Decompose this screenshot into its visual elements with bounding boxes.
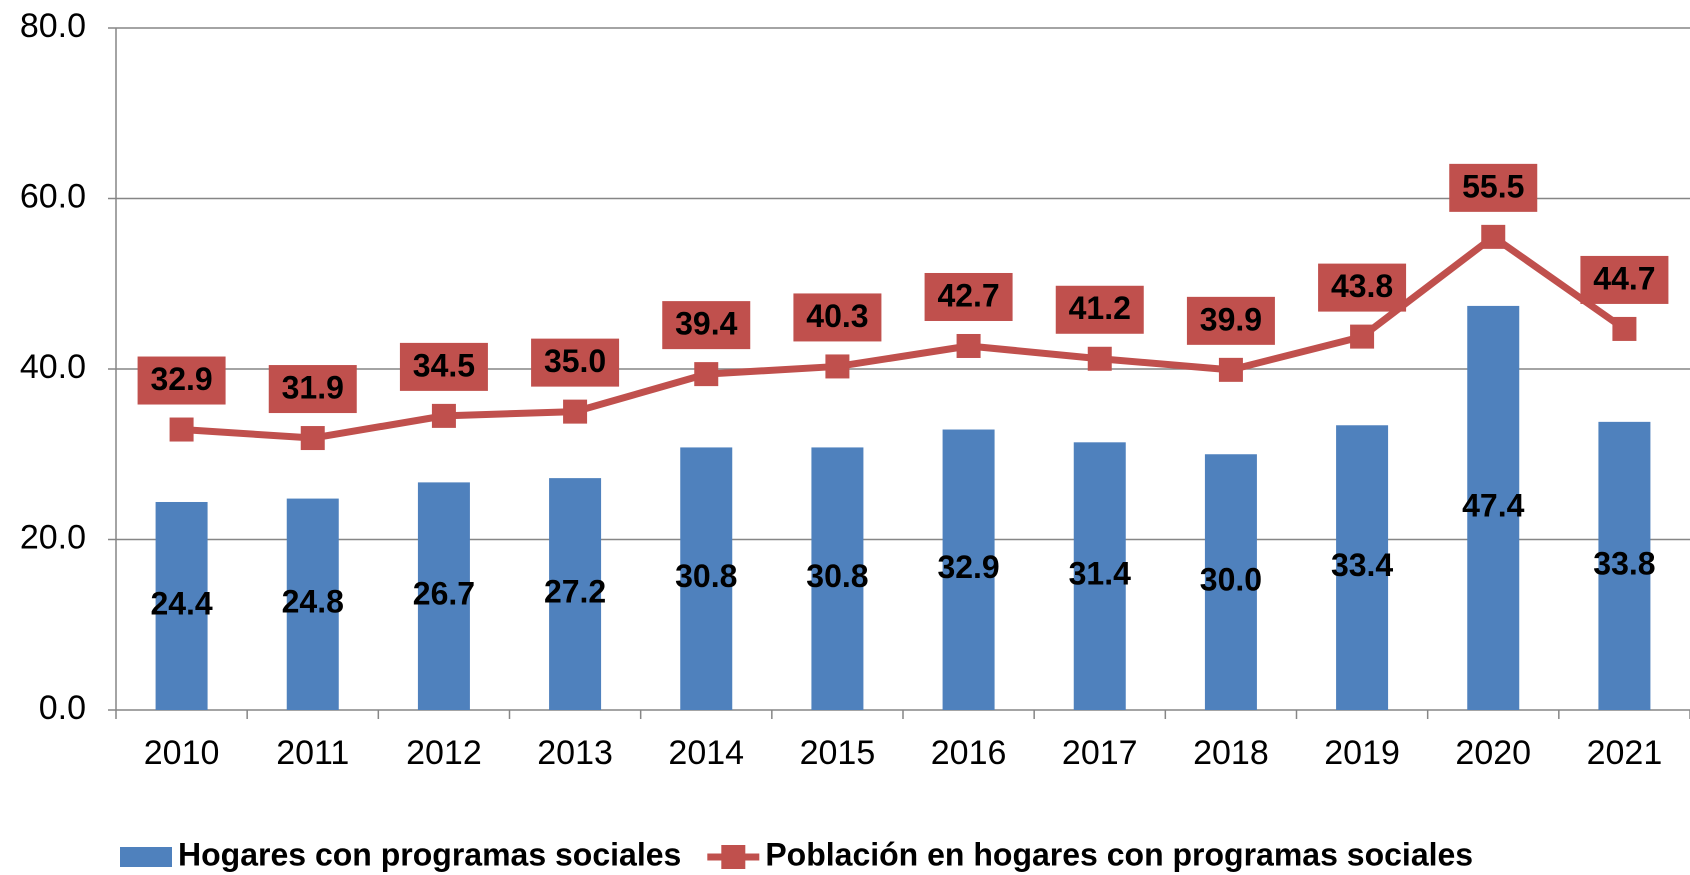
x-tick-label: 2015 xyxy=(800,734,876,772)
data-label: 26.7 xyxy=(413,576,475,612)
legend-swatch xyxy=(120,847,172,867)
y-tick-label: 60.0 xyxy=(20,177,86,215)
line xyxy=(181,233,1627,442)
y-tick-label: 40.0 xyxy=(20,348,86,386)
bar xyxy=(1073,442,1126,710)
x-tick-label: 2016 xyxy=(931,734,1007,772)
data-label: 47.4 xyxy=(1462,487,1524,523)
data-label: 30.0 xyxy=(1200,562,1262,598)
x-tick-label: 2013 xyxy=(537,734,613,772)
marker xyxy=(1481,224,1506,249)
x-tick-label: 2012 xyxy=(406,734,482,772)
data-label: 40.3 xyxy=(806,298,868,334)
bar xyxy=(549,478,602,710)
marker xyxy=(825,354,850,379)
data-label: 39.9 xyxy=(1200,301,1262,337)
legend-label: Hogares con programas sociales xyxy=(178,836,681,872)
x-tick-label: 2011 xyxy=(276,734,349,772)
y-tick-label: 0.0 xyxy=(39,689,86,727)
marker xyxy=(1350,324,1375,349)
marker xyxy=(563,399,588,424)
label-box xyxy=(1318,263,1407,312)
label-box xyxy=(924,272,1013,321)
data-label: 55.5 xyxy=(1462,168,1524,204)
bar xyxy=(1336,425,1389,710)
data-label: 33.8 xyxy=(1593,545,1655,581)
label-box xyxy=(1186,296,1275,345)
bar xyxy=(286,498,339,710)
data-label: 30.8 xyxy=(806,558,868,594)
data-label: 41.2 xyxy=(1069,290,1131,326)
data-label: 31.9 xyxy=(282,370,344,406)
x-tick-label: 2021 xyxy=(1587,734,1663,772)
marker xyxy=(169,417,194,442)
data-label: 34.5 xyxy=(413,347,475,383)
data-label: 43.8 xyxy=(1331,268,1393,304)
data-label: 30.8 xyxy=(675,558,737,594)
data-label: 44.7 xyxy=(1593,260,1655,296)
y-tick-label: 80.0 xyxy=(20,7,86,45)
data-label: 27.2 xyxy=(544,574,606,610)
label-box xyxy=(1580,255,1669,304)
label-box xyxy=(268,365,357,414)
label-box xyxy=(1449,163,1538,212)
bar xyxy=(1598,421,1651,710)
data-label: 32.9 xyxy=(937,549,999,585)
label-box xyxy=(137,356,226,405)
label-box xyxy=(793,293,882,342)
bar xyxy=(417,482,470,710)
marker xyxy=(300,426,325,451)
x-tick-label: 2014 xyxy=(668,734,744,772)
x-tick-label: 2017 xyxy=(1062,734,1138,772)
bar xyxy=(680,447,733,710)
data-label: 31.4 xyxy=(1069,556,1131,592)
label-box xyxy=(399,342,488,391)
x-tick-label: 2020 xyxy=(1455,734,1531,772)
marker xyxy=(1087,346,1112,371)
label-box xyxy=(662,301,751,350)
y-tick-label: 20.0 xyxy=(20,518,86,556)
legend-swatch xyxy=(721,845,746,869)
bar xyxy=(942,429,995,710)
data-label: 32.9 xyxy=(150,361,212,397)
marker xyxy=(431,403,456,428)
bar xyxy=(1467,305,1520,710)
x-tick-label: 2018 xyxy=(1193,734,1269,772)
data-label: 33.4 xyxy=(1331,547,1393,583)
data-label: 24.8 xyxy=(282,584,344,620)
label-box xyxy=(1055,285,1144,334)
legend-label: Población en hogares con programas socia… xyxy=(765,836,1473,872)
label-box xyxy=(531,338,620,387)
marker xyxy=(1218,357,1243,382)
data-label: 42.7 xyxy=(937,277,999,313)
bar xyxy=(1204,454,1257,710)
marker xyxy=(956,333,981,358)
bar xyxy=(811,447,864,710)
x-tick-label: 2019 xyxy=(1324,734,1400,772)
data-label: 24.4 xyxy=(150,585,212,621)
data-label: 39.4 xyxy=(675,306,737,342)
x-tick-label: 2010 xyxy=(144,734,220,772)
bar xyxy=(155,501,208,710)
data-label: 35.0 xyxy=(544,343,606,379)
marker xyxy=(694,362,719,387)
marker xyxy=(1612,316,1637,341)
